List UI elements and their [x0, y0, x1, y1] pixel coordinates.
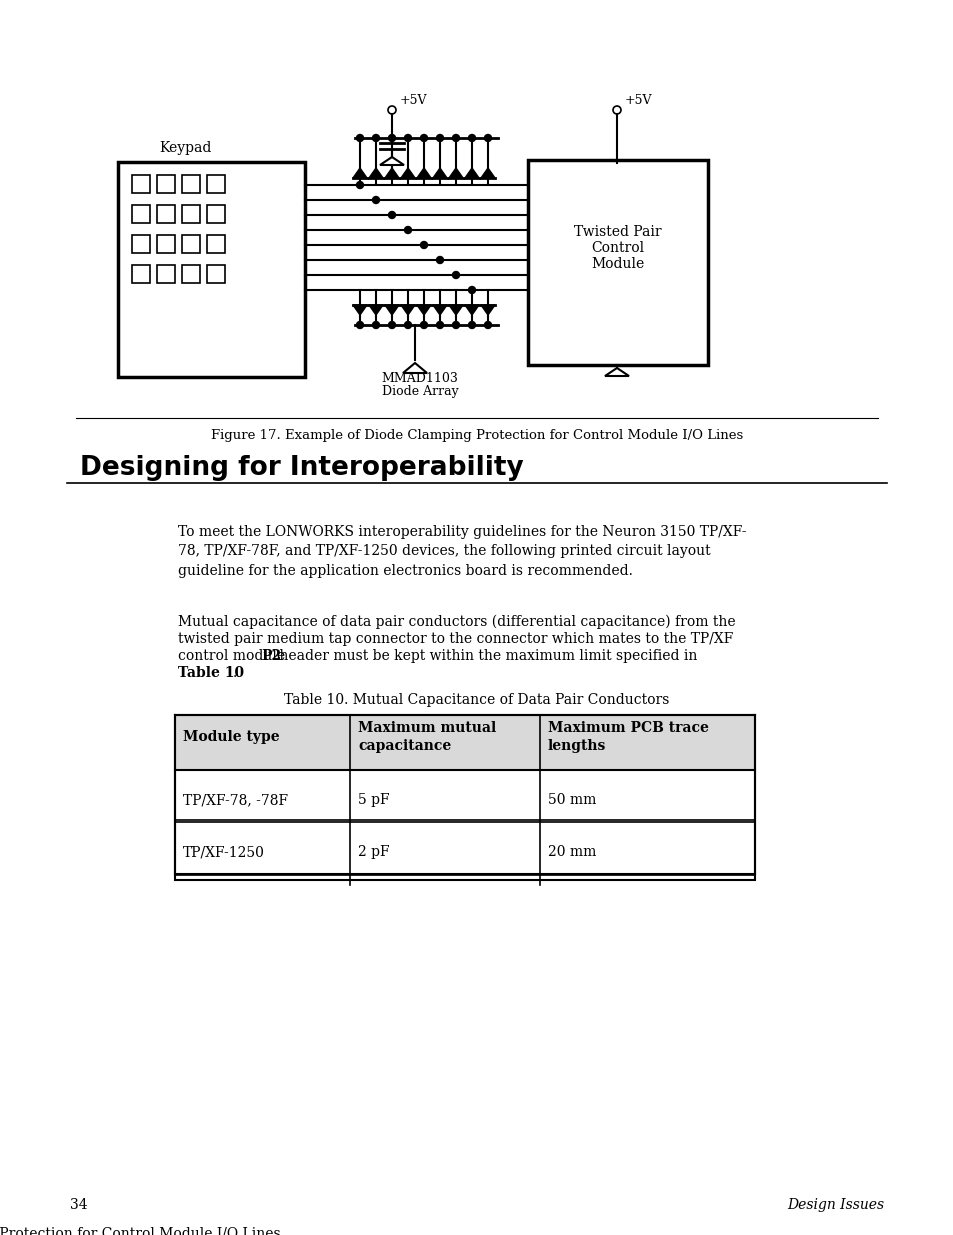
Polygon shape: [385, 305, 398, 315]
Polygon shape: [464, 168, 478, 178]
Polygon shape: [433, 305, 447, 315]
Text: twisted pair medium tap connector to the connector which mates to the TP/XF: twisted pair medium tap connector to the…: [178, 632, 733, 646]
Circle shape: [404, 226, 411, 233]
Circle shape: [420, 321, 427, 329]
Bar: [207, 266, 225, 283]
Circle shape: [468, 321, 475, 329]
Bar: [132, 235, 150, 253]
Text: TP/XF-78, -78F: TP/XF-78, -78F: [183, 793, 288, 806]
Circle shape: [452, 272, 459, 279]
Text: +5V: +5V: [399, 94, 427, 106]
Polygon shape: [369, 168, 382, 178]
Text: Table 10: Table 10: [178, 666, 244, 680]
Bar: [157, 205, 174, 224]
Polygon shape: [604, 368, 628, 375]
Text: Twisted Pair
Control
Module: Twisted Pair Control Module: [574, 225, 661, 272]
Circle shape: [468, 135, 475, 142]
Bar: [182, 205, 200, 224]
Bar: [207, 205, 225, 224]
Circle shape: [372, 135, 379, 142]
Bar: [174, 820, 754, 876]
Circle shape: [420, 242, 427, 248]
Text: Module type: Module type: [183, 730, 279, 743]
Polygon shape: [480, 305, 495, 315]
Text: Figure 17. Example of Diode Clamping Protection for Control Module I/O Lines: Figure 17. Example of Diode Clamping Pro…: [211, 429, 742, 441]
Bar: [132, 205, 150, 224]
Circle shape: [356, 321, 363, 329]
Polygon shape: [480, 168, 495, 178]
Text: Designing for Interoperability: Designing for Interoperability: [80, 454, 523, 480]
Text: MMAD1103: MMAD1103: [381, 372, 458, 384]
Text: P2: P2: [261, 650, 281, 663]
Polygon shape: [449, 305, 462, 315]
Text: Diode Array: Diode Array: [381, 385, 457, 399]
Polygon shape: [400, 168, 415, 178]
Circle shape: [372, 196, 379, 204]
Text: Maximum mutual
capacitance: Maximum mutual capacitance: [357, 721, 496, 752]
Text: To meet the LONWORKS interoperability guidelines for the Neuron 3150 TP/XF-
78, : To meet the LONWORKS interoperability gu…: [178, 525, 745, 578]
Polygon shape: [369, 305, 382, 315]
Text: Table 10. Mutual Capacitance of Data Pair Conductors: Table 10. Mutual Capacitance of Data Pai…: [284, 693, 669, 706]
Polygon shape: [402, 363, 427, 373]
Text: 2 pF: 2 pF: [357, 845, 389, 860]
Bar: [132, 175, 150, 193]
Bar: [132, 266, 150, 283]
Text: .: .: [233, 666, 237, 680]
Text: Design Issues: Design Issues: [786, 1198, 883, 1212]
Circle shape: [484, 135, 491, 142]
Circle shape: [436, 135, 443, 142]
Circle shape: [372, 321, 379, 329]
Text: +5V: +5V: [624, 94, 652, 106]
Circle shape: [436, 257, 443, 263]
Circle shape: [404, 321, 411, 329]
Text: 5 pF: 5 pF: [357, 793, 389, 806]
Circle shape: [356, 135, 363, 142]
Polygon shape: [433, 168, 447, 178]
Text: 34: 34: [70, 1198, 88, 1212]
Polygon shape: [353, 168, 367, 178]
Circle shape: [388, 211, 395, 219]
Circle shape: [388, 321, 395, 329]
Text: header must be kept within the maximum limit specified in: header must be kept within the maximum l…: [275, 650, 697, 663]
Text: control module: control module: [178, 650, 289, 663]
Bar: [182, 235, 200, 253]
Polygon shape: [416, 168, 431, 178]
Text: 50 mm: 50 mm: [547, 793, 596, 806]
Circle shape: [452, 321, 459, 329]
Circle shape: [484, 321, 491, 329]
Bar: [157, 175, 174, 193]
Text: Maximum PCB trace
lengths: Maximum PCB trace lengths: [547, 721, 708, 752]
Bar: [118, 162, 305, 377]
Polygon shape: [464, 305, 478, 315]
Circle shape: [388, 135, 395, 142]
Polygon shape: [385, 168, 398, 178]
Text: Mutual capacitance of data pair conductors (differential capacitance) from the: Mutual capacitance of data pair conducto…: [178, 615, 735, 630]
Polygon shape: [400, 305, 415, 315]
Bar: [207, 235, 225, 253]
Polygon shape: [353, 305, 367, 315]
Bar: [174, 769, 754, 825]
Circle shape: [452, 135, 459, 142]
Circle shape: [436, 321, 443, 329]
Bar: [174, 715, 754, 881]
Bar: [527, 161, 707, 366]
Bar: [182, 175, 200, 193]
Bar: [182, 266, 200, 283]
Bar: [174, 715, 754, 769]
Bar: [207, 175, 225, 193]
Text: 20 mm: 20 mm: [547, 845, 596, 860]
Polygon shape: [379, 157, 403, 165]
Polygon shape: [416, 305, 431, 315]
Text: Figure 17. Example of Diode Clamping Protection for Control Module I/O Lines: Figure 17. Example of Diode Clamping Pro…: [0, 1228, 280, 1235]
Text: Keypad: Keypad: [158, 141, 211, 156]
Circle shape: [404, 135, 411, 142]
Bar: [157, 235, 174, 253]
Text: TP/XF-1250: TP/XF-1250: [183, 845, 265, 860]
Bar: [157, 266, 174, 283]
Circle shape: [356, 182, 363, 189]
Circle shape: [468, 287, 475, 294]
Polygon shape: [449, 168, 462, 178]
Circle shape: [420, 135, 427, 142]
